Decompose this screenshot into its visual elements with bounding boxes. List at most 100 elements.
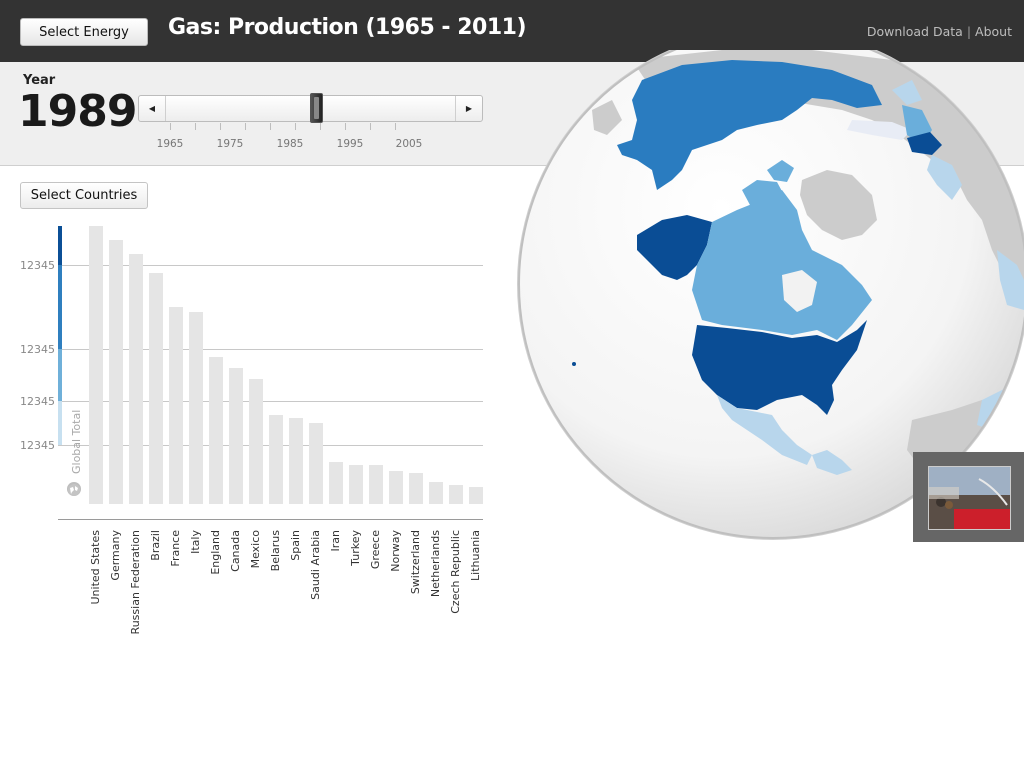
slider-tick [245,123,246,130]
x-axis-label: France [169,530,182,567]
slider-handle[interactable] [310,93,324,123]
select-countries-button[interactable]: Select Countries [20,182,148,209]
region-russia[interactable] [617,60,882,190]
x-axis-label: United States [89,530,102,605]
slider-tick-label: 1995 [336,138,364,150]
slider-tick [345,123,346,130]
slider-tick [295,123,296,130]
slider-tick-label: 1965 [156,138,184,150]
global-total-label: Global Total [70,409,83,474]
chart-bar[interactable] [109,239,123,504]
x-axis-label: Turkey [349,530,362,566]
region-asia-light-2[interactable] [892,80,922,105]
chart-bar[interactable] [89,226,103,504]
region-hawaii[interactable] [572,362,576,366]
y-tick-label: 12345 [20,395,55,408]
globe-icon [67,482,81,496]
top-links: Download Data | About [867,24,1012,39]
chart-bar[interactable] [449,484,463,504]
x-axis-label: Switzerland [409,530,422,595]
legend-color-strip [58,349,62,401]
chart-bar[interactable] [289,417,303,504]
x-axis-label: Lithuania [469,530,482,581]
slider-tick [320,123,321,130]
y-tick-label: 12345 [20,439,55,452]
slider-tick [370,123,371,130]
y-tick-label: 12345 [20,259,55,272]
x-axis-label: Saudi Arabia [309,530,322,600]
x-axis-label: Mexico [249,530,262,569]
chart-bar[interactable] [129,253,143,504]
media-thumbnail-panel[interactable] [913,452,1024,542]
download-data-link[interactable]: Download Data [866,24,963,39]
region-canada-islands[interactable] [742,180,784,208]
chart-bar[interactable] [349,465,363,504]
slider-tick [170,123,171,130]
chart-bar[interactable] [409,473,423,504]
x-axis-label: Russian Federation [129,530,142,635]
top-bar: Select Energy Gas: Production (1965 - 20… [0,0,1024,62]
region-asia-dark[interactable] [907,132,942,155]
region-asia-light[interactable] [927,155,962,200]
x-axis-label: Iran [329,530,342,552]
legend-color-strip [58,265,62,349]
region-mexico[interactable] [717,395,812,465]
legend-color-strip [58,226,62,265]
year-slider[interactable]: ◀ ▶ [138,93,483,123]
chart-bar[interactable] [249,378,263,504]
year-label: Year [23,73,56,88]
slider-tick [270,123,271,130]
region-small-light[interactable] [847,120,912,140]
region-canada[interactable] [692,190,872,340]
x-axis-label: Greece [369,530,382,570]
chart-gridline [58,401,483,402]
slider-right-arrow-icon[interactable]: ▶ [455,96,482,121]
x-axis-label: Czech Republic [449,530,462,614]
chart-bar[interactable] [429,481,443,504]
region-greenland[interactable] [800,170,877,240]
select-energy-button[interactable]: Select Energy [20,18,148,46]
region-far-east-light[interactable] [997,250,1024,310]
slider-tick [395,123,396,130]
y-tick-label: 12345 [20,343,55,356]
chart-bar[interactable] [149,273,163,504]
x-axis-label: England [209,530,222,575]
slider-tick-label: 1975 [216,138,244,150]
region-asia-north[interactable] [632,50,1024,280]
chart-bar[interactable] [269,415,283,504]
x-axis-label: Belarus [269,530,282,572]
slider-tick-label: 1985 [276,138,304,150]
chart-gridline [58,349,483,350]
chart-bar[interactable] [389,470,403,504]
x-axis-label: Germany [109,530,122,581]
chart-bar[interactable] [229,367,243,504]
page-title: Gas: Production (1965 - 2011) [168,15,527,40]
chart-bar[interactable] [309,423,323,504]
slider-left-arrow-icon[interactable]: ◀ [139,96,166,121]
chart-bar[interactable] [369,465,383,504]
x-axis-label: Italy [189,530,202,554]
about-link[interactable]: About [975,24,1012,39]
x-axis-label: Norway [389,530,402,572]
region-united-states[interactable] [692,320,867,415]
chart-bar[interactable] [189,312,203,504]
x-axis-label: Canada [229,530,242,572]
slider-tick [195,123,196,130]
region-canada-islands-2[interactable] [767,160,794,182]
region-alaska[interactable] [637,215,712,280]
x-axis-label: Spain [289,530,302,561]
region-central-america[interactable] [812,450,852,475]
x-axis-label: Netherlands [429,530,442,598]
link-separator: | [966,24,972,39]
hudson-bay [782,270,817,312]
chart-bar[interactable] [209,356,223,504]
chart-bar[interactable] [169,306,183,504]
legend-color-strip [58,401,62,445]
chart-bar[interactable] [329,462,343,504]
chart-bar[interactable] [469,487,483,504]
photo-thumbnail-icon[interactable] [928,466,1011,530]
x-axis-label: Brazil [149,530,162,561]
slider-tick-label: 2005 [395,138,423,150]
slider-tick [220,123,221,130]
region-left-edge[interactable] [592,100,622,135]
